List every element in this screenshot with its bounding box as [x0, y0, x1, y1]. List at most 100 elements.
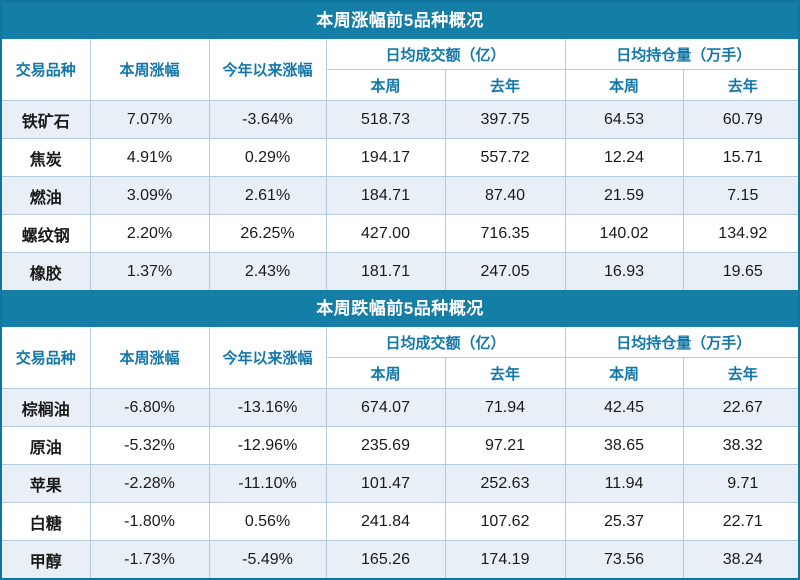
value-cell: 19.65 — [682, 252, 798, 290]
value-cell: 3.09% — [89, 176, 210, 216]
value-cell: 38.24 — [682, 540, 798, 578]
table-row: 燃油 3.09% 2.61% 184.71 87.40 21.59 7.15 — [2, 176, 798, 216]
value-cell: 64.53 — [564, 99, 684, 140]
table-row: 铁矿石 7.07% -3.64% 518.73 397.75 64.53 60.… — [2, 99, 798, 140]
value-cell: 9.71 — [682, 464, 798, 504]
value-cell: -6.80% — [89, 387, 210, 428]
col-header-oi-group: 日均持仓量（万手） — [564, 39, 798, 70]
value-cell: 38.65 — [564, 426, 684, 466]
col-header-week-change: 本周涨幅 — [89, 39, 210, 101]
col-header-turnover-group: 日均成交额（亿） — [325, 327, 566, 358]
col-header-turnover-group: 日均成交额（亿） — [325, 39, 566, 70]
table-row: 焦炭 4.91% 0.29% 194.17 557.72 12.24 15.71 — [2, 138, 798, 178]
value-cell: 247.05 — [444, 252, 566, 290]
value-cell: 2.43% — [208, 252, 327, 290]
value-cell: 557.72 — [444, 138, 566, 178]
value-cell: 518.73 — [325, 99, 446, 140]
value-cell: 16.93 — [564, 252, 684, 290]
value-cell: 134.92 — [682, 214, 798, 254]
table-row: 甲醇 -1.73% -5.49% 165.26 174.19 73.56 38.… — [2, 540, 798, 578]
losers-table-title: 本周跌幅前5品种概况 — [2, 290, 798, 327]
col-header-oi-group: 日均持仓量（万手） — [564, 327, 798, 358]
variety-cell: 铁矿石 — [2, 99, 91, 140]
value-cell: 674.07 — [325, 387, 446, 428]
value-cell: 60.79 — [682, 99, 798, 140]
value-cell: 4.91% — [89, 138, 210, 178]
losers-table: 交易品种 本周涨幅 今年以来涨幅 日均成交额（亿） 日均持仓量（万手） 本周 去… — [2, 327, 798, 578]
table-row: 棕榈油 -6.80% -13.16% 674.07 71.94 42.45 22… — [2, 387, 798, 428]
header-row-top: 交易品种 本周涨幅 今年以来涨幅 日均成交额（亿） 日均持仓量（万手） — [2, 39, 798, 101]
value-cell: 181.71 — [325, 252, 446, 290]
value-cell: 2.61% — [208, 176, 327, 216]
value-cell: 235.69 — [325, 426, 446, 466]
header-row-sub: 本周 去年 本周 去年 — [2, 357, 798, 389]
value-cell: 241.84 — [325, 502, 446, 542]
value-cell: 194.17 — [325, 138, 446, 178]
table-row: 白糖 -1.80% 0.56% 241.84 107.62 25.37 22.7… — [2, 502, 798, 542]
variety-cell: 甲醇 — [2, 540, 91, 578]
col-header-oi-week: 本周 — [564, 69, 684, 101]
variety-cell: 燃油 — [2, 176, 91, 216]
col-header-week-change: 本周涨幅 — [89, 327, 210, 389]
variety-cell: 焦炭 — [2, 138, 91, 178]
value-cell: 73.56 — [564, 540, 684, 578]
value-cell: 0.29% — [208, 138, 327, 178]
col-header-turnover-lastyear: 去年 — [444, 69, 566, 101]
table-row: 苹果 -2.28% -11.10% 101.47 252.63 11.94 9.… — [2, 464, 798, 504]
value-cell: -3.64% — [208, 99, 327, 140]
value-cell: -1.80% — [89, 502, 210, 542]
gainers-section: 本周涨幅前5品种概况 交易品种 本周涨幅 今年以来涨幅 日均成交额（亿） 日均持… — [2, 2, 798, 290]
value-cell: 7.07% — [89, 99, 210, 140]
value-cell: -2.28% — [89, 464, 210, 504]
variety-cell: 原油 — [2, 426, 91, 466]
value-cell: 427.00 — [325, 214, 446, 254]
header-row-top: 交易品种 本周涨幅 今年以来涨幅 日均成交额（亿） 日均持仓量（万手） — [2, 327, 798, 389]
value-cell: 7.15 — [682, 176, 798, 216]
table-row: 原油 -5.32% -12.96% 235.69 97.21 38.65 38.… — [2, 426, 798, 466]
value-cell: 12.24 — [564, 138, 684, 178]
table-row: 橡胶 1.37% 2.43% 181.71 247.05 16.93 19.65 — [2, 252, 798, 290]
value-cell: 11.94 — [564, 464, 684, 504]
col-header-variety: 交易品种 — [2, 39, 91, 101]
gainers-table-title: 本周涨幅前5品种概况 — [2, 2, 798, 39]
variety-cell: 螺纹钢 — [2, 214, 91, 254]
col-header-turnover-lastyear: 去年 — [444, 357, 566, 389]
value-cell: -11.10% — [208, 464, 327, 504]
value-cell: 2.20% — [89, 214, 210, 254]
value-cell: 22.71 — [682, 502, 798, 542]
col-header-ytd-change: 今年以来涨幅 — [208, 39, 327, 101]
value-cell: 716.35 — [444, 214, 566, 254]
variety-cell: 棕榈油 — [2, 387, 91, 428]
value-cell: 101.47 — [325, 464, 446, 504]
value-cell: 38.32 — [682, 426, 798, 466]
value-cell: 252.63 — [444, 464, 566, 504]
variety-cell: 苹果 — [2, 464, 91, 504]
col-header-oi-week: 本周 — [564, 357, 684, 389]
value-cell: -13.16% — [208, 387, 327, 428]
value-cell: -5.32% — [89, 426, 210, 466]
value-cell: 21.59 — [564, 176, 684, 216]
value-cell: 15.71 — [682, 138, 798, 178]
value-cell: 71.94 — [444, 387, 566, 428]
col-header-turnover-week: 本周 — [326, 69, 446, 101]
col-header-turnover-week: 本周 — [326, 357, 446, 389]
value-cell: -5.49% — [208, 540, 327, 578]
gainers-table: 交易品种 本周涨幅 今年以来涨幅 日均成交额（亿） 日均持仓量（万手） 本周 去… — [2, 39, 798, 290]
value-cell: 22.67 — [682, 387, 798, 428]
value-cell: 397.75 — [444, 99, 566, 140]
col-header-ytd-change: 今年以来涨幅 — [208, 327, 327, 389]
col-header-variety: 交易品种 — [2, 327, 91, 389]
value-cell: 25.37 — [564, 502, 684, 542]
value-cell: 107.62 — [444, 502, 566, 542]
value-cell: 174.19 — [444, 540, 566, 578]
table-row: 螺纹钢 2.20% 26.25% 427.00 716.35 140.02 13… — [2, 214, 798, 254]
col-header-oi-lastyear: 去年 — [682, 357, 798, 389]
variety-cell: 橡胶 — [2, 252, 91, 290]
losers-section: 本周跌幅前5品种概况 交易品种 本周涨幅 今年以来涨幅 日均成交额（亿） 日均持… — [2, 290, 798, 578]
value-cell: 184.71 — [325, 176, 446, 216]
col-header-oi-lastyear: 去年 — [682, 69, 798, 101]
value-cell: -1.73% — [89, 540, 210, 578]
value-cell: 1.37% — [89, 252, 210, 290]
value-cell: 26.25% — [208, 214, 327, 254]
